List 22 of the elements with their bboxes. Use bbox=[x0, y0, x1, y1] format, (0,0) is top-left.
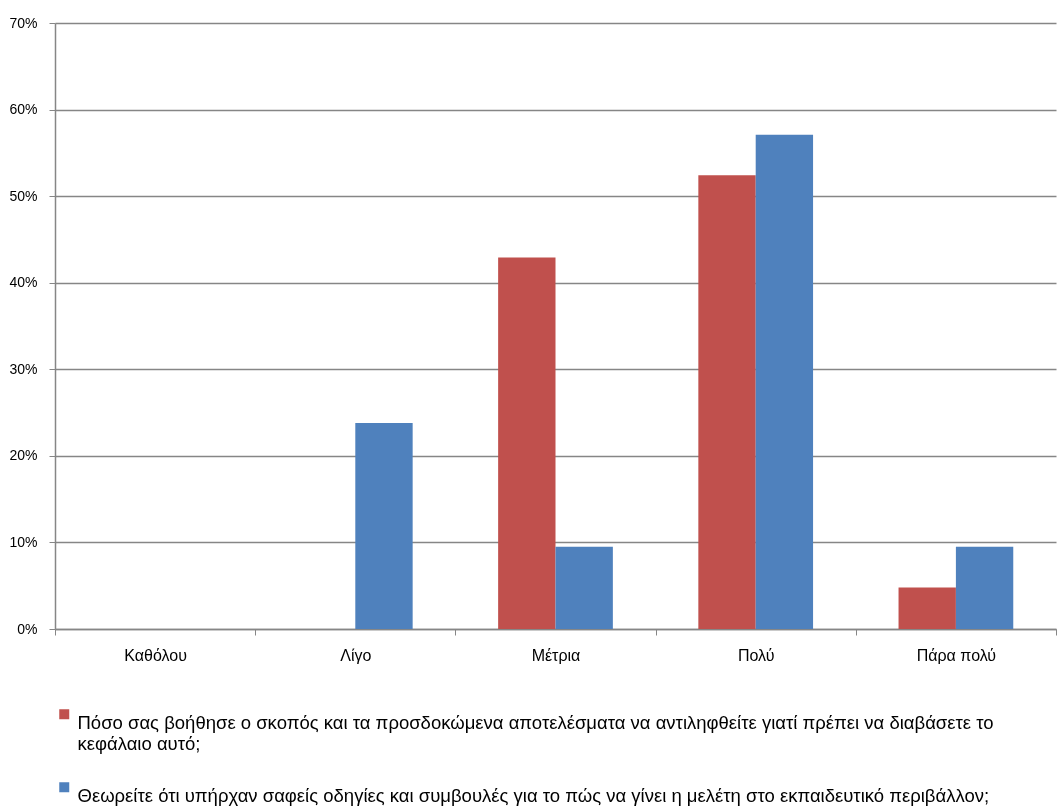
y-tick-label: 70% bbox=[9, 14, 38, 31]
bar bbox=[898, 587, 956, 629]
x-tick-label: Πάρα πολύ bbox=[916, 646, 997, 664]
y-tick-label: 40% bbox=[9, 274, 38, 291]
bar bbox=[355, 422, 413, 629]
bar bbox=[755, 134, 814, 629]
bar bbox=[555, 546, 613, 629]
y-tick-label: 50% bbox=[9, 187, 38, 204]
legend-label: Πόσο σας βοήθησε ο σκοπός και τα προσδοκώμενα αποτελέσματα να αντιληφθείτε γιατί πρέπει να διαβάσετε το κεφάλαιο αυτό; bbox=[77, 712, 994, 754]
bar bbox=[498, 257, 556, 629]
legend-label: Θεωρείτε ότι υπήρχαν σαφείς οδηγίες και συμβουλές για το πώς να γίνει η μελέτη στο εκπαιδευτικό περιβάλλον; bbox=[77, 785, 990, 807]
y-tick-label: 60% bbox=[9, 101, 38, 118]
y-tick-label: 20% bbox=[9, 447, 38, 464]
y-tick-label: 10% bbox=[9, 533, 38, 550]
x-tick-label: Καθόλου bbox=[124, 646, 187, 664]
x-tick-label: Πολύ bbox=[737, 646, 775, 664]
y-tick-label: 30% bbox=[9, 360, 38, 377]
x-tick-label: Μέτρια bbox=[531, 646, 581, 664]
y-tick-label: 0% bbox=[17, 620, 38, 637]
bar bbox=[955, 546, 1014, 629]
bar bbox=[698, 175, 756, 629]
x-tick-label: Λίγο bbox=[340, 646, 372, 664]
